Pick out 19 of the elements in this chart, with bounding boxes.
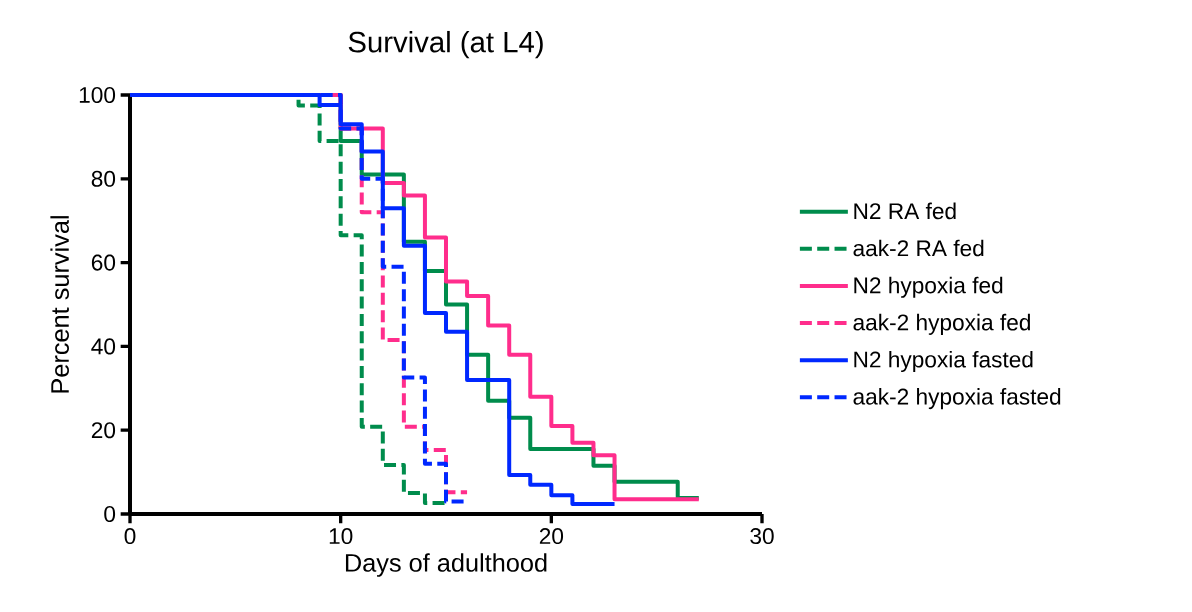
chart-title: Survival (at L4): [348, 30, 543, 59]
legend-label: aak-2 hypoxia fasted: [853, 388, 1061, 410]
x-tick-label: 10: [329, 528, 353, 545]
x-tick-label: 20: [539, 528, 564, 545]
x-tick-label: 30: [750, 528, 774, 545]
y-tick-label: 80: [91, 170, 116, 187]
y-tick-label: 20: [91, 422, 116, 439]
y-axis-title: Percent survival: [50, 216, 69, 393]
legend-label: N2 hypoxia fed: [854, 276, 1003, 298]
x-axis-title: Days of adulthood: [345, 553, 547, 577]
legend-label: N2 hypoxia fasted: [854, 350, 1033, 373]
y-tick-label: 60: [91, 254, 116, 271]
legend-label: aak-2 hypoxia fed: [853, 313, 1030, 335]
x-tick-label: 0: [124, 528, 136, 545]
y-tick-label: 40: [91, 338, 116, 355]
y-tick-label: 100: [79, 86, 116, 104]
legend-label: N2 RA fed: [854, 202, 956, 220]
y-tick-label: 0: [104, 505, 116, 523]
legend-label: aak-2 RA fed: [853, 239, 984, 257]
